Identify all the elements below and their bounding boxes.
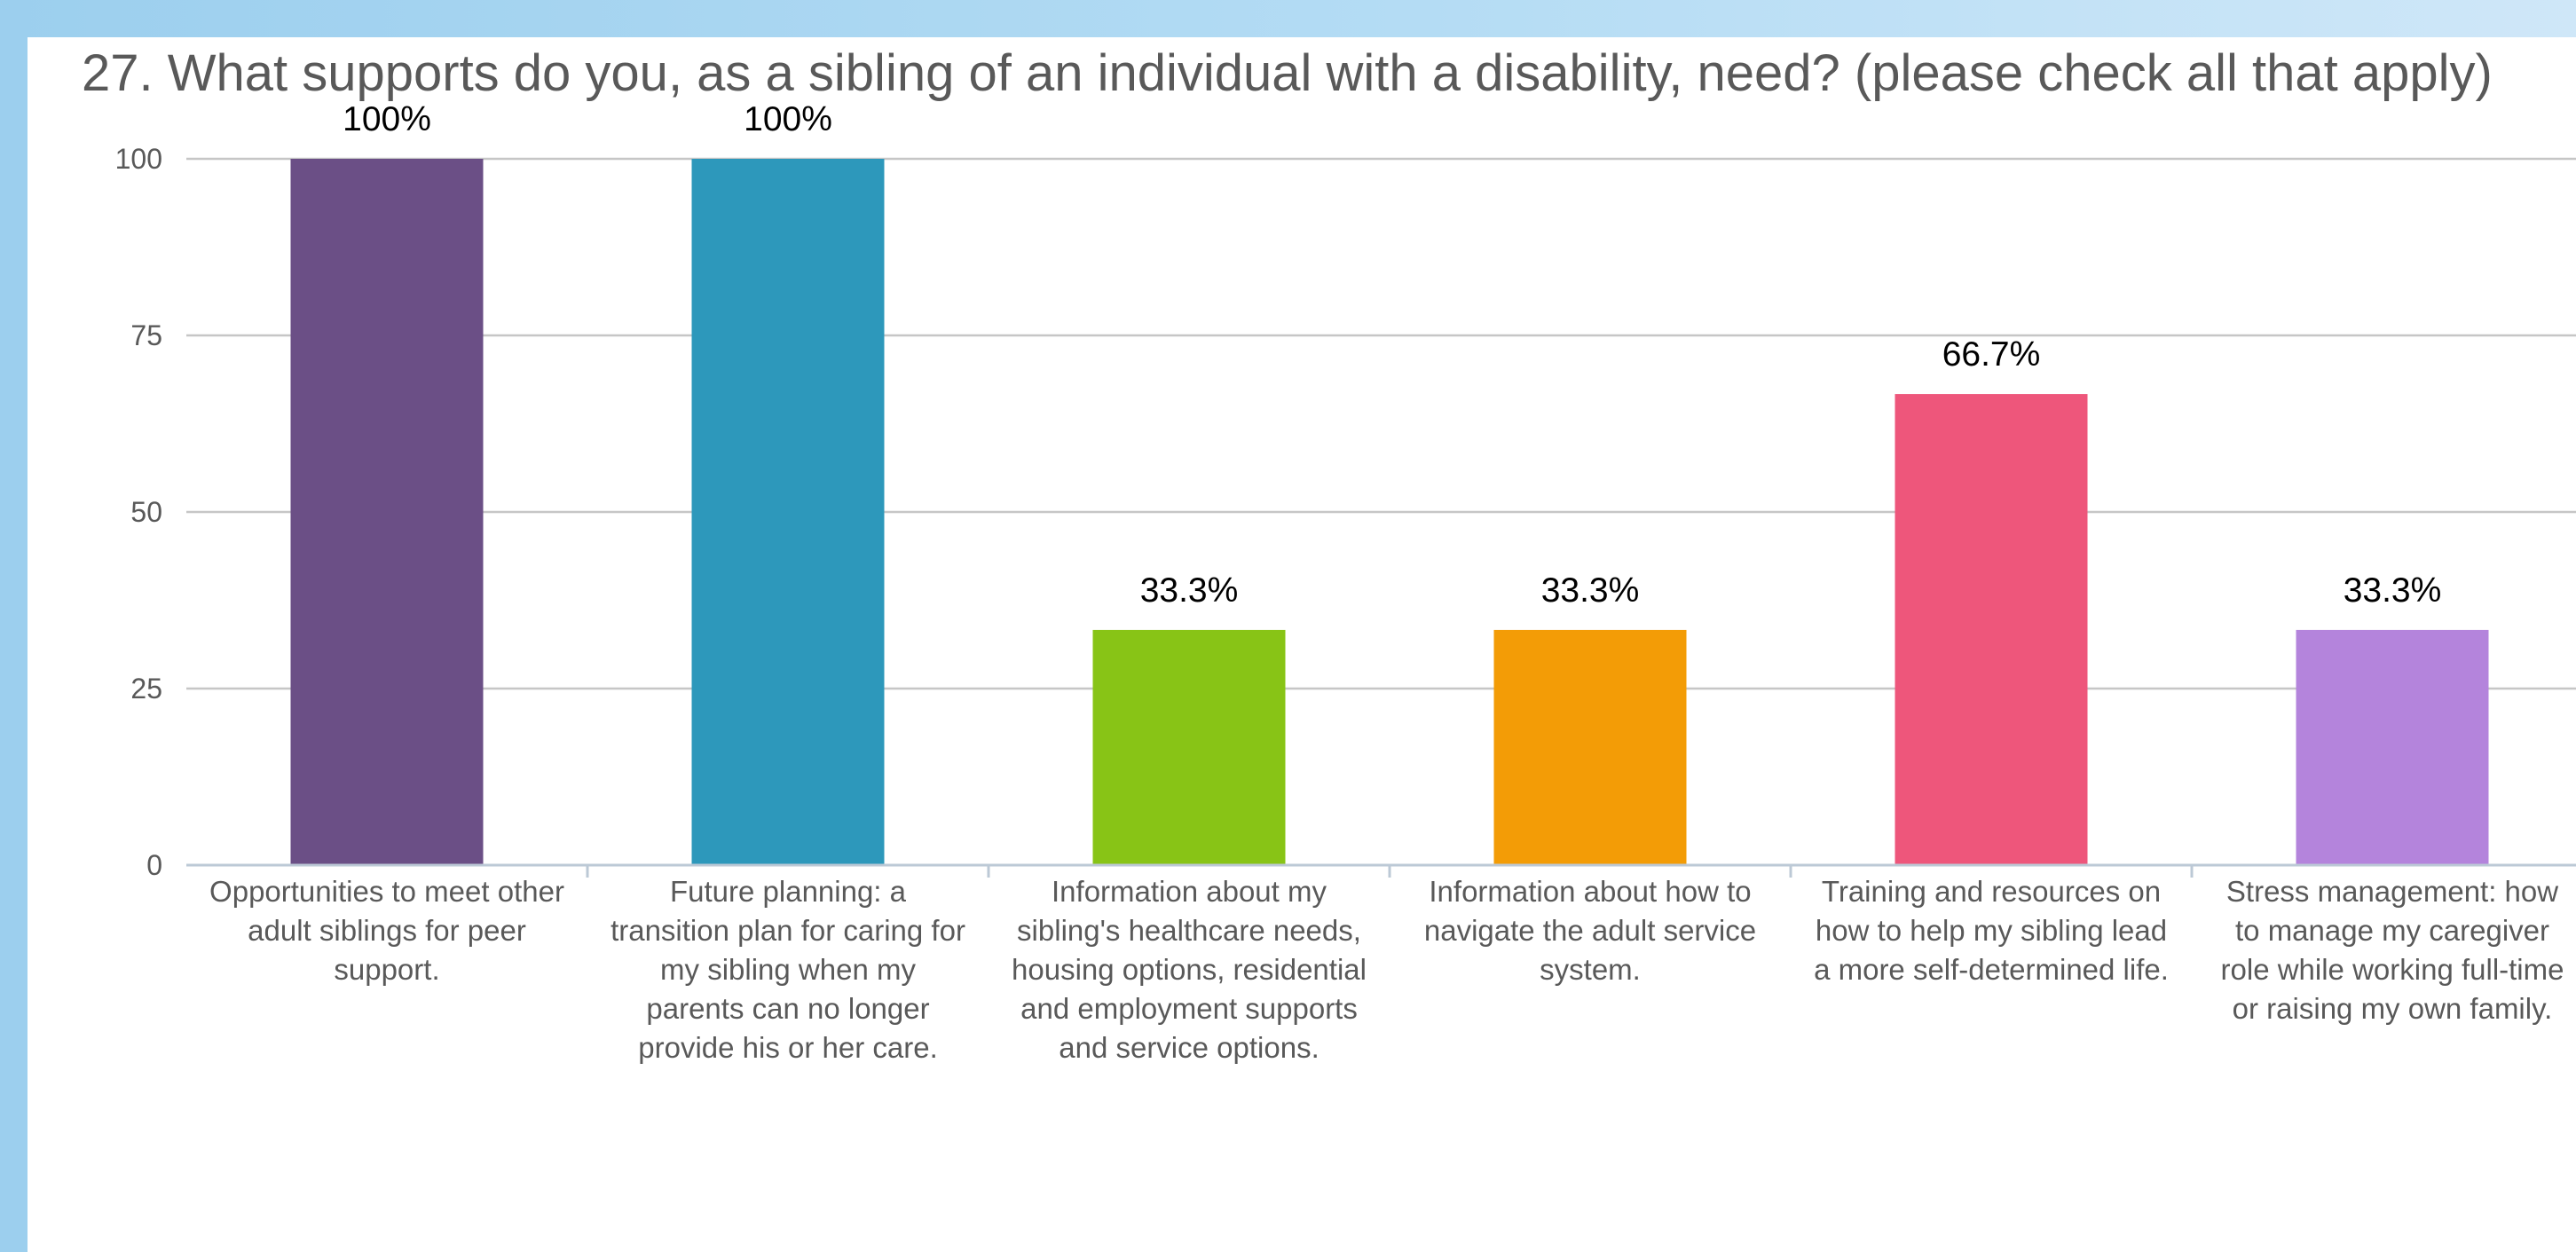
y-tick-label: 25 [130, 673, 162, 705]
y-tick-label: 50 [130, 496, 162, 528]
bar-1 [290, 159, 484, 865]
data-label-2: 100% [744, 100, 832, 138]
bar-4 [1493, 629, 1687, 865]
y-tick-label: 100 [115, 143, 162, 175]
data-label-6: 33.3% [2344, 571, 2442, 610]
bar-2 [691, 159, 885, 865]
category-label-3: Information about my sibling's healthcar… [1012, 875, 1367, 1064]
y-axis-tick-labels: 0 25 50 75 100 [115, 143, 162, 881]
data-label-5: 66.7% [1942, 335, 2041, 374]
data-label-4: 33.3% [1541, 571, 1640, 610]
category-label-5: Training and resources on how to help my… [1814, 875, 2169, 986]
bar-3 [1092, 629, 1286, 865]
data-label-3: 33.3% [1140, 571, 1239, 610]
category-label-2: Future planning: a transition plan for c… [611, 875, 965, 1064]
y-tick-label: 0 [146, 849, 162, 881]
bar-6 [2296, 629, 2489, 865]
data-label-1: 100% [343, 100, 431, 138]
category-label-4: Information about how to navigate the ad… [1423, 875, 1757, 986]
bar-5 [1895, 394, 2088, 865]
chart-title: 27. What supports do you, as a sibling o… [82, 44, 2493, 102]
bars [290, 159, 2489, 865]
data-labels: 100% 100% 33.3% 33.3% 66.7% 33.3% [343, 100, 2441, 610]
category-label-1: Opportunities to meet other adult siblin… [209, 875, 564, 986]
category-label-6: Stress management: how to manage my care… [2220, 875, 2564, 1025]
y-tick-label: 75 [130, 319, 162, 351]
x-axis [186, 863, 2576, 878]
gridlines [186, 157, 2576, 690]
